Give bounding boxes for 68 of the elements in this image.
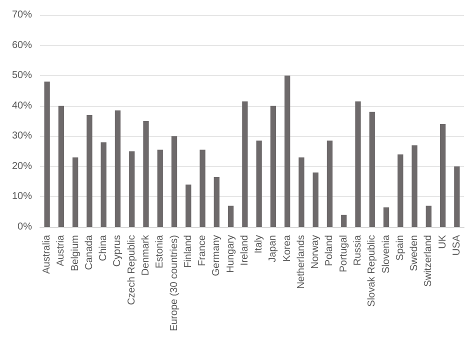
- x-tick-label: Australia: [42, 234, 53, 274]
- x-tick-label: Canada: [84, 234, 95, 270]
- bar: [383, 207, 390, 227]
- bar: [157, 150, 163, 227]
- x-tick-label: China: [98, 234, 110, 262]
- bar: [214, 177, 220, 227]
- y-tick-label: 60%: [12, 40, 32, 51]
- bar: [454, 166, 460, 227]
- x-tick-label: Hungary: [225, 235, 236, 273]
- x-tick-label: Slovak Republic: [366, 235, 378, 307]
- bar: [100, 142, 106, 227]
- x-tick-label: Japan: [268, 235, 279, 262]
- x-tick-label: Denmark: [140, 234, 152, 276]
- x-tick-label: Poland: [324, 235, 336, 266]
- x-tick-label: Ireland: [239, 235, 250, 266]
- y-tick-label: 40%: [12, 100, 32, 112]
- bar: [284, 76, 290, 227]
- x-tick-label: Czech Republic: [126, 235, 138, 306]
- bar: [369, 112, 375, 227]
- x-tick-label: UK: [437, 234, 448, 249]
- bar: [312, 172, 318, 227]
- x-tick-label: USA: [451, 234, 462, 256]
- x-tick-label: Austria: [56, 234, 67, 266]
- bar: [426, 206, 432, 227]
- bar: [143, 121, 149, 227]
- bar: [398, 154, 404, 227]
- x-tick-label: France: [197, 234, 208, 266]
- x-tick-label: Spain: [394, 235, 406, 261]
- y-tick-label: 70%: [12, 10, 32, 20]
- bar: [228, 206, 234, 227]
- x-tick-label: Netherlands: [296, 235, 307, 289]
- bar: [326, 140, 333, 227]
- bar: [171, 136, 178, 227]
- x-tick-label: Portugal: [338, 235, 350, 272]
- x-tick-label: Sweden: [409, 235, 420, 272]
- bar: [298, 157, 304, 227]
- bar: [256, 140, 262, 227]
- x-tick-label: Korea: [282, 234, 293, 262]
- bar: [270, 106, 276, 227]
- x-tick-label: Italy: [254, 235, 265, 254]
- y-tick-label: 20%: [12, 160, 32, 172]
- y-tick-label: 0%: [18, 222, 32, 232]
- y-tick-label: 30%: [12, 130, 32, 142]
- x-tick-label: Cyprus: [112, 235, 124, 267]
- bar: [186, 184, 192, 227]
- bar: [412, 145, 418, 227]
- y-tick-label: 10%: [12, 191, 32, 202]
- x-tick-label: Slovenia: [380, 234, 392, 274]
- bar: [200, 150, 206, 227]
- y-tick-label: 50%: [12, 70, 32, 82]
- x-tick-label: Germany: [211, 235, 222, 276]
- x-tick-label: Estonia: [154, 234, 166, 268]
- bar: [58, 106, 64, 227]
- bar: [72, 157, 78, 227]
- bar: [242, 101, 248, 227]
- x-tick-label: Finland: [182, 235, 194, 268]
- bar: [341, 214, 347, 227]
- x-tick-label: Russia: [352, 234, 364, 266]
- x-tick-label: Belgium: [70, 235, 81, 272]
- x-tick-label: Switzerland: [423, 235, 434, 287]
- bar: [86, 114, 92, 227]
- x-tick-label: Europe (30 countries): [168, 235, 180, 332]
- bar: [129, 151, 135, 227]
- bar: [114, 110, 121, 227]
- bar: [440, 124, 446, 227]
- x-tick-label: Norway: [310, 235, 322, 269]
- bar: [355, 101, 361, 227]
- bar: [44, 82, 50, 227]
